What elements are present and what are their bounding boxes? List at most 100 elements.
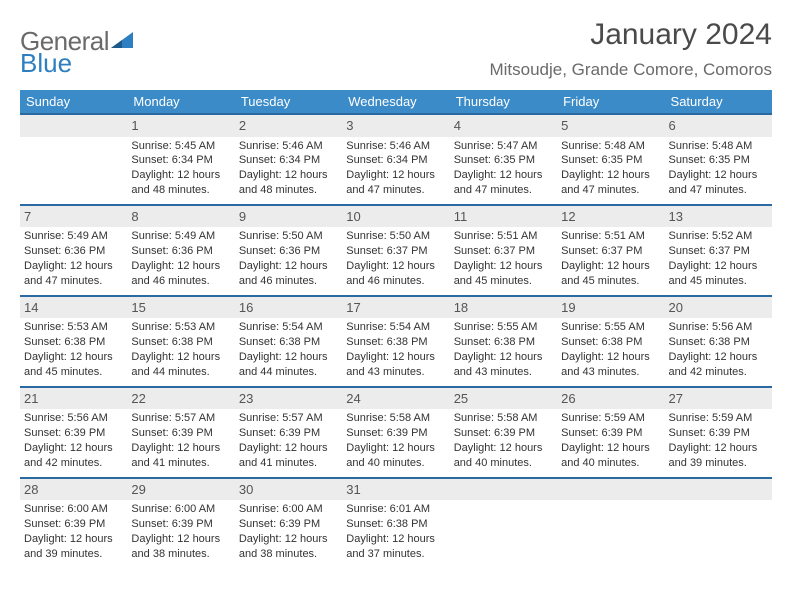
sunset-text: Sunset: 6:39 PM [669, 426, 768, 441]
day-body: Sunrise: 5:45 AMSunset: 6:34 PMDaylight:… [127, 137, 234, 204]
day-body: Sunrise: 5:56 AMSunset: 6:39 PMDaylight:… [20, 409, 127, 476]
sunrise-text: Sunrise: 5:54 AM [346, 320, 445, 335]
daylight-text: Daylight: 12 hours and 42 minutes. [24, 441, 123, 471]
day-cell: 1Sunrise: 5:45 AMSunset: 6:34 PMDaylight… [127, 115, 234, 204]
day-body: Sunrise: 5:58 AMSunset: 6:39 PMDaylight:… [342, 409, 449, 476]
sunrise-text: Sunrise: 5:53 AM [24, 320, 123, 335]
daylight-text: Daylight: 12 hours and 47 minutes. [669, 168, 768, 198]
daylight-text: Daylight: 12 hours and 43 minutes. [454, 350, 553, 380]
day-number [20, 115, 127, 137]
day-cell: 13Sunrise: 5:52 AMSunset: 6:37 PMDayligh… [665, 206, 772, 295]
day-number: 29 [127, 479, 234, 501]
day-cell: 25Sunrise: 5:58 AMSunset: 6:39 PMDayligh… [450, 388, 557, 477]
sunset-text: Sunset: 6:38 PM [669, 335, 768, 350]
day-body: Sunrise: 6:00 AMSunset: 6:39 PMDaylight:… [20, 500, 127, 567]
sunrise-text: Sunrise: 5:58 AM [346, 411, 445, 426]
daylight-text: Daylight: 12 hours and 43 minutes. [346, 350, 445, 380]
day-body: Sunrise: 5:47 AMSunset: 6:35 PMDaylight:… [450, 137, 557, 204]
weekday-header-row: Sunday Monday Tuesday Wednesday Thursday… [20, 90, 772, 113]
daylight-text: Daylight: 12 hours and 40 minutes. [561, 441, 660, 471]
sunrise-text: Sunrise: 5:48 AM [669, 139, 768, 154]
day-number [450, 479, 557, 501]
day-number: 8 [127, 206, 234, 228]
daylight-text: Daylight: 12 hours and 42 minutes. [669, 350, 768, 380]
day-body: Sunrise: 5:53 AMSunset: 6:38 PMDaylight:… [20, 318, 127, 385]
daylight-text: Daylight: 12 hours and 47 minutes. [24, 259, 123, 289]
day-body [450, 500, 557, 560]
day-cell: 6Sunrise: 5:48 AMSunset: 6:35 PMDaylight… [665, 115, 772, 204]
sunrise-text: Sunrise: 5:55 AM [561, 320, 660, 335]
daylight-text: Daylight: 12 hours and 47 minutes. [454, 168, 553, 198]
sunset-text: Sunset: 6:35 PM [561, 153, 660, 168]
day-cell [665, 479, 772, 568]
sunrise-text: Sunrise: 5:49 AM [24, 229, 123, 244]
day-number: 10 [342, 206, 449, 228]
daylight-text: Daylight: 12 hours and 48 minutes. [131, 168, 230, 198]
day-cell: 31Sunrise: 6:01 AMSunset: 6:38 PMDayligh… [342, 479, 449, 568]
day-body: Sunrise: 5:54 AMSunset: 6:38 PMDaylight:… [342, 318, 449, 385]
day-cell: 16Sunrise: 5:54 AMSunset: 6:38 PMDayligh… [235, 297, 342, 386]
day-number: 3 [342, 115, 449, 137]
day-number: 5 [557, 115, 664, 137]
day-number: 6 [665, 115, 772, 137]
day-cell: 11Sunrise: 5:51 AMSunset: 6:37 PMDayligh… [450, 206, 557, 295]
day-number: 23 [235, 388, 342, 410]
day-cell: 3 Sunrise: 5:46 AMSunset: 6:34 PMDaylight… [342, 115, 449, 204]
weekday-header: Monday [127, 90, 234, 113]
day-cell: 24Sunrise: 5:58 AMSunset: 6:39 PMDayligh… [342, 388, 449, 477]
day-cell [450, 479, 557, 568]
day-number: 30 [235, 479, 342, 501]
day-body: Sunrise: 6:01 AMSunset: 6:38 PMDaylight:… [342, 500, 449, 567]
sunset-text: Sunset: 6:37 PM [561, 244, 660, 259]
day-cell: 27Sunrise: 5:59 AMSunset: 6:39 PMDayligh… [665, 388, 772, 477]
sunset-text: Sunset: 6:37 PM [346, 244, 445, 259]
day-body: Sunrise: 5:49 AMSunset: 6:36 PMDaylight:… [20, 227, 127, 294]
day-cell [20, 115, 127, 204]
sunrise-text: Sunrise: 5:48 AM [561, 139, 660, 154]
day-body: Sunrise: 5:50 AMSunset: 6:37 PMDaylight:… [342, 227, 449, 294]
sunrise-text: Sunrise: 5:49 AM [131, 229, 230, 244]
sunset-text: Sunset: 6:38 PM [346, 335, 445, 350]
sunset-text: Sunset: 6:39 PM [239, 517, 338, 532]
day-body: Sunrise: 5:57 AMSunset: 6:39 PMDaylight:… [235, 409, 342, 476]
day-cell: 23Sunrise: 5:57 AMSunset: 6:39 PMDayligh… [235, 388, 342, 477]
weekday-header: Friday [557, 90, 664, 113]
daylight-text: Daylight: 12 hours and 47 minutes. [561, 168, 660, 198]
day-body: Sunrise: 6:00 AMSunset: 6:39 PMDaylight:… [235, 500, 342, 567]
daylight-text: Daylight: 12 hours and 47 minutes. [346, 168, 445, 198]
sunset-text: Sunset: 6:36 PM [24, 244, 123, 259]
day-body: Sunrise: 5:59 AMSunset: 6:39 PMDaylight:… [557, 409, 664, 476]
sunrise-text: Sunrise: 5:46 AM [346, 139, 445, 154]
sunset-text: Sunset: 6:36 PM [131, 244, 230, 259]
day-body: Sunrise: 5:51 AMSunset: 6:37 PMDaylight:… [450, 227, 557, 294]
daylight-text: Daylight: 12 hours and 41 minutes. [239, 441, 338, 471]
sunset-text: Sunset: 6:38 PM [239, 335, 338, 350]
daylight-text: Daylight: 12 hours and 46 minutes. [239, 259, 338, 289]
day-body: Sunrise: 5:58 AMSunset: 6:39 PMDaylight:… [450, 409, 557, 476]
day-body [20, 137, 127, 197]
sunset-text: Sunset: 6:37 PM [669, 244, 768, 259]
daylight-text: Daylight: 12 hours and 39 minutes. [24, 532, 123, 562]
day-body: Sunrise: 5:57 AMSunset: 6:39 PMDaylight:… [127, 409, 234, 476]
daylight-text: Daylight: 12 hours and 40 minutes. [454, 441, 553, 471]
day-cell: 19Sunrise: 5:55 AMSunset: 6:38 PMDayligh… [557, 297, 664, 386]
day-cell: 10Sunrise: 5:50 AMSunset: 6:37 PMDayligh… [342, 206, 449, 295]
day-body: Sunrise: 5:55 AMSunset: 6:38 PMDaylight:… [557, 318, 664, 385]
sunset-text: Sunset: 6:39 PM [561, 426, 660, 441]
sunrise-text: Sunrise: 5:54 AM [239, 320, 338, 335]
page-header: General January 2024 Mitsoudje, Grande C… [20, 18, 772, 80]
day-cell: 14Sunrise: 5:53 AMSunset: 6:38 PMDayligh… [20, 297, 127, 386]
sunset-text: Sunset: 6:34 PM [346, 153, 445, 168]
sunrise-text: Sunrise: 5:53 AM [131, 320, 230, 335]
day-number: 7 [20, 206, 127, 228]
sunrise-text: Sunrise: 5:55 AM [454, 320, 553, 335]
day-body [557, 500, 664, 560]
daylight-text: Daylight: 12 hours and 38 minutes. [239, 532, 338, 562]
day-body: Sunrise: 5:49 AMSunset: 6:36 PMDaylight:… [127, 227, 234, 294]
sunrise-text: Sunrise: 5:46 AM [239, 139, 338, 154]
sunset-text: Sunset: 6:38 PM [454, 335, 553, 350]
day-number: 19 [557, 297, 664, 319]
daylight-text: Daylight: 12 hours and 45 minutes. [669, 259, 768, 289]
day-number: 2 [235, 115, 342, 137]
sunrise-text: Sunrise: 6:00 AM [131, 502, 230, 517]
